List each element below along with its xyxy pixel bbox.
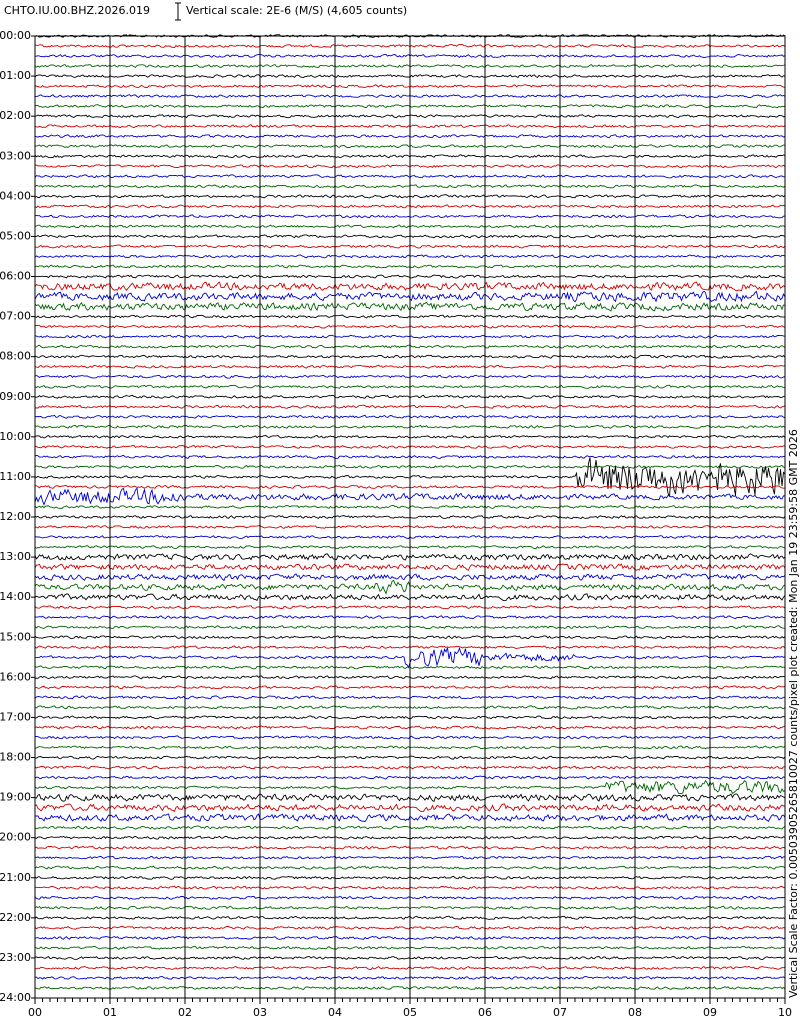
minute-label: 03 [253, 1006, 267, 1019]
minute-label: 01 [103, 1006, 117, 1019]
footer-note: Vertical Scale Factor: 0.005039052658100… [787, 429, 800, 998]
hour-label: 10:00 [0, 430, 31, 443]
hour-label: 01:00 [0, 69, 31, 82]
hour-label: 13:00 [0, 550, 31, 563]
hour-label: 12:00 [0, 510, 31, 523]
hour-label: 05:00 [0, 229, 31, 242]
hour-label: 23:00 [0, 951, 31, 964]
minute-label: 09 [703, 1006, 717, 1019]
hour-label: 22:00 [0, 911, 31, 924]
hour-label: 18:00 [0, 751, 31, 764]
minute-label: 00 [28, 1006, 42, 1019]
grid [31, 35, 786, 1004]
hour-label: 06:00 [0, 270, 31, 283]
hour-label: 15:00 [0, 630, 31, 643]
labels: 00 01 02 03 04 05 06 07 08 09 10 00:00 01:00 02:00 03:… [0, 29, 792, 1019]
hour-label: 24:00 [0, 991, 31, 1004]
minute-label: 04 [328, 1006, 342, 1019]
hour-label: 19:00 [0, 791, 31, 804]
hour-label: 20:00 [0, 831, 31, 844]
minute-label: 10 [778, 1006, 792, 1019]
minute-label: 06 [478, 1006, 492, 1019]
hour-label: 02:00 [0, 109, 31, 122]
hour-label: 21:00 [0, 871, 31, 884]
hour-label: 09:00 [0, 390, 31, 403]
scale-label: Vertical scale: 2E-6 (M/S) (4,605 counts… [186, 4, 407, 17]
hour-label: 16:00 [0, 670, 31, 683]
hour-label: 07:00 [0, 310, 31, 323]
hour-label: 14:00 [0, 590, 31, 603]
minute-label: 05 [403, 1006, 417, 1019]
minute-label: 07 [553, 1006, 567, 1019]
minute-label: 08 [628, 1006, 642, 1019]
station-title: CHTO.IU.00.BHZ.2026.019 [4, 4, 150, 17]
hour-label: 00:00 [0, 29, 31, 42]
hour-label: 17:00 [0, 710, 31, 723]
hour-label: 03:00 [0, 149, 31, 162]
hour-label: 11:00 [0, 470, 31, 483]
hour-label: 04:00 [0, 189, 31, 202]
scale-bar [175, 2, 181, 21]
minute-label: 02 [178, 1006, 192, 1019]
hour-label: 08:00 [0, 350, 31, 363]
